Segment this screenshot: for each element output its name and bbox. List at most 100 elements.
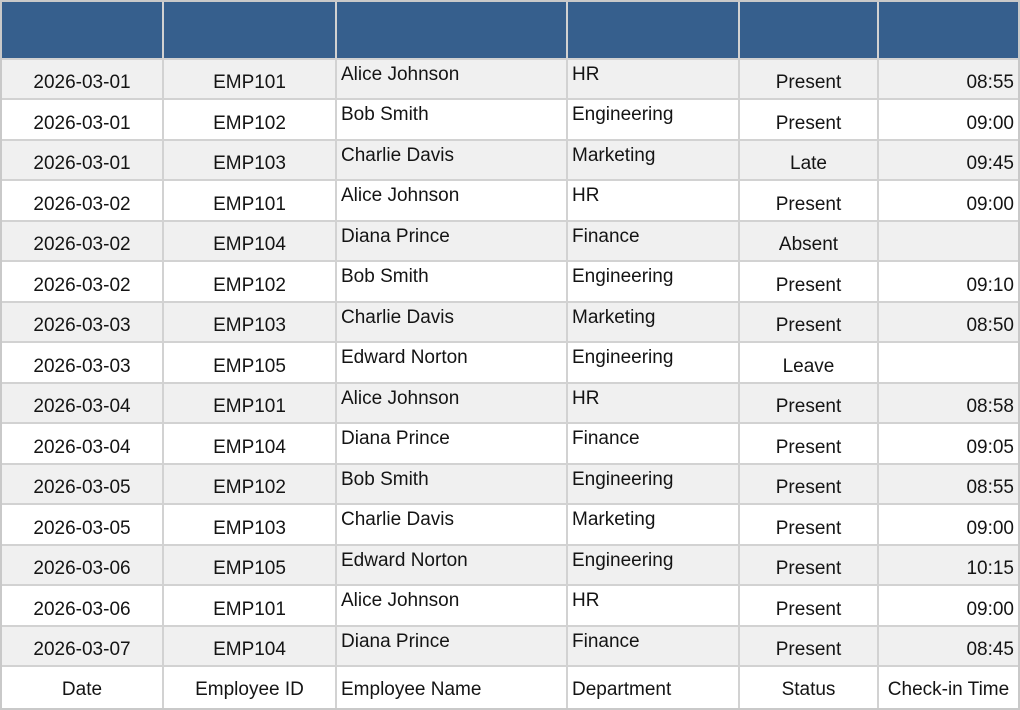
cell-date: 2026-03-06 xyxy=(2,586,162,625)
cell-date: 2026-03-03 xyxy=(2,343,162,382)
cell-check-in-time: 10:15 xyxy=(879,545,1018,585)
cell-employee-id: EMP101 xyxy=(164,586,335,625)
cell-employee-id: EMP101 xyxy=(164,60,335,99)
cell-check-in-time: 09:00 xyxy=(879,181,1018,220)
cell-date: 2026-03-03 xyxy=(2,302,162,342)
cell-department: Marketing xyxy=(568,140,738,180)
cell-status: Present xyxy=(740,383,877,423)
cell-employee-name: Diana Prince xyxy=(337,424,566,463)
cell-employee-name: Bob Smith xyxy=(337,100,566,139)
cell-employee-name: Bob Smith xyxy=(337,464,566,504)
cell-date: 2026-03-02 xyxy=(2,221,162,261)
cell-employee-name: Bob Smith xyxy=(337,262,566,301)
cell-status: Present xyxy=(740,302,877,342)
cell-check-in-time: 09:05 xyxy=(879,424,1018,463)
cell-employee-name: Edward Norton xyxy=(337,343,566,382)
cell-employee-id: EMP101 xyxy=(164,181,335,220)
cell-status: Present xyxy=(740,424,877,463)
cell-employee-name: Alice Johnson xyxy=(337,60,566,99)
cell-check-in-time: 09:00 xyxy=(879,100,1018,139)
cell-check-in-time: 08:50 xyxy=(879,302,1018,342)
cell-date: 2026-03-07 xyxy=(2,626,162,665)
cell-date: 2026-03-02 xyxy=(2,181,162,220)
cell-employee-id: EMP104 xyxy=(164,221,335,261)
cell-employee-name: Diana Prince xyxy=(337,221,566,261)
cell-department: Engineering xyxy=(568,343,738,382)
column-label-date: Date xyxy=(2,667,162,708)
cell-employee-id: EMP105 xyxy=(164,343,335,382)
top-header-cell-employee-id xyxy=(164,2,335,58)
cell-employee-name: Alice Johnson xyxy=(337,586,566,625)
cell-employee-name: Edward Norton xyxy=(337,545,566,585)
cell-employee-id: EMP104 xyxy=(164,626,335,665)
cell-date: 2026-03-01 xyxy=(2,140,162,180)
cell-date: 2026-03-06 xyxy=(2,545,162,585)
cell-employee-name: Charlie Davis xyxy=(337,302,566,342)
cell-date: 2026-03-01 xyxy=(2,100,162,139)
cell-employee-id: EMP101 xyxy=(164,383,335,423)
column-label-check-in-time: Check-in Time xyxy=(879,667,1018,708)
cell-employee-id: EMP103 xyxy=(164,140,335,180)
cell-employee-id: EMP102 xyxy=(164,262,335,301)
cell-employee-id: EMP102 xyxy=(164,100,335,139)
cell-status: Absent xyxy=(740,221,877,261)
cell-department: Engineering xyxy=(568,464,738,504)
cell-department: Marketing xyxy=(568,302,738,342)
cell-check-in-time: 08:55 xyxy=(879,464,1018,504)
column-label-employee-name: Employee Name xyxy=(337,667,566,708)
cell-check-in-time: 08:45 xyxy=(879,626,1018,665)
column-label-department: Department xyxy=(568,667,738,708)
cell-department: HR xyxy=(568,383,738,423)
cell-status: Present xyxy=(740,626,877,665)
cell-employee-id: EMP105 xyxy=(164,545,335,585)
cell-check-in-time: 09:00 xyxy=(879,586,1018,625)
cell-date: 2026-03-05 xyxy=(2,464,162,504)
cell-date: 2026-03-04 xyxy=(2,383,162,423)
cell-department: Marketing xyxy=(568,505,738,544)
cell-status: Present xyxy=(740,60,877,99)
cell-department: HR xyxy=(568,181,738,220)
cell-check-in-time: 09:10 xyxy=(879,262,1018,301)
cell-employee-name: Charlie Davis xyxy=(337,505,566,544)
cell-employee-name: Alice Johnson xyxy=(337,181,566,220)
cell-status: Present xyxy=(740,100,877,139)
cell-date: 2026-03-04 xyxy=(2,424,162,463)
cell-department: HR xyxy=(568,60,738,99)
cell-status: Present xyxy=(740,464,877,504)
top-header-cell-status xyxy=(740,2,877,58)
cell-check-in-time: 08:58 xyxy=(879,383,1018,423)
cell-employee-id: EMP102 xyxy=(164,464,335,504)
cell-employee-id: EMP104 xyxy=(164,424,335,463)
cell-status: Present xyxy=(740,262,877,301)
cell-employee-name: Diana Prince xyxy=(337,626,566,665)
cell-employee-name: Charlie Davis xyxy=(337,140,566,180)
top-header-cell-employee-name xyxy=(337,2,566,58)
cell-department: Finance xyxy=(568,424,738,463)
cell-check-in-time: 09:45 xyxy=(879,140,1018,180)
top-header-cell-date xyxy=(2,2,162,58)
cell-status: Present xyxy=(740,545,877,585)
cell-date: 2026-03-02 xyxy=(2,262,162,301)
cell-check-in-time: 09:00 xyxy=(879,505,1018,544)
cell-department: Engineering xyxy=(568,262,738,301)
cell-date: 2026-03-05 xyxy=(2,505,162,544)
cell-department: Engineering xyxy=(568,100,738,139)
cell-check-in-time xyxy=(879,343,1018,382)
cell-status: Present xyxy=(740,586,877,625)
top-header-cell-check-in-time xyxy=(879,2,1018,58)
cell-status: Late xyxy=(740,140,877,180)
cell-status: Leave xyxy=(740,343,877,382)
cell-status: Present xyxy=(740,181,877,220)
cell-check-in-time xyxy=(879,221,1018,261)
cell-employee-name: Alice Johnson xyxy=(337,383,566,423)
cell-department: Finance xyxy=(568,221,738,261)
cell-employee-id: EMP103 xyxy=(164,302,335,342)
cell-date: 2026-03-01 xyxy=(2,60,162,99)
cell-check-in-time: 08:55 xyxy=(879,60,1018,99)
cell-department: HR xyxy=(568,586,738,625)
cell-status: Present xyxy=(740,505,877,544)
column-label-status: Status xyxy=(740,667,877,708)
cell-department: Engineering xyxy=(568,545,738,585)
